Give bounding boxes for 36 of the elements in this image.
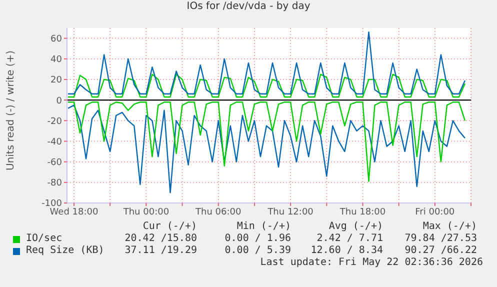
text: 0.00 / 1.96 — [224, 233, 291, 244]
x-tick-label: Fri 00:00 — [415, 207, 455, 218]
y-tick-label: -40 — [47, 137, 62, 148]
y-tick-label: -20 — [47, 116, 62, 127]
y-tick-label: -60 — [47, 158, 62, 168]
x-tick-label: Thu 12:00 — [266, 207, 314, 218]
x-tick-label: Thu 18:00 — [338, 207, 386, 218]
legend-label: Req Size (KB) — [26, 245, 104, 256]
x-tick-label: Thu 00:00 — [122, 207, 170, 218]
text: 20.42 /15.80 — [124, 233, 197, 244]
y-tick-label: 20 — [50, 76, 62, 86]
y-tick-label: -100 — [42, 199, 62, 210]
text: Cur (-/+) — [142, 221, 197, 232]
y-tick-label: -80 — [47, 178, 62, 189]
text: Last update: Fri May 22 02:36:36 2026 — [260, 257, 483, 268]
legend-label: IO/sec — [26, 233, 62, 244]
y-tick-label: 40 — [50, 55, 62, 66]
y-tick-label: 0 — [56, 96, 62, 106]
x-tick-label: Thu 06:00 — [194, 207, 242, 218]
line-series — [67, 74, 466, 98]
y-axis-title: Units read (-) / write (+) — [6, 50, 17, 170]
chart-title: IOs for /dev/vda - by day — [186, 1, 312, 12]
text: 90.27 /66.22 — [404, 245, 477, 256]
x-tick-label: Wed 18:00 — [50, 207, 98, 218]
y-tick-label: 60 — [50, 34, 62, 44]
text: Avg (-/+) — [328, 221, 383, 232]
text: 0.00 / 5.39 — [224, 245, 291, 256]
line-series — [67, 32, 466, 94]
line-series — [67, 102, 466, 182]
text: Max (-/+) — [422, 221, 477, 232]
text: 12.60 / 8.34 — [310, 245, 383, 256]
text: 2.42 / 7.71 — [316, 233, 383, 244]
line-series — [67, 104, 466, 194]
text: Min (-/+) — [236, 221, 291, 232]
text: 37.11 /19.29 — [124, 245, 197, 256]
text: 79.84 /27.53 — [404, 233, 477, 244]
